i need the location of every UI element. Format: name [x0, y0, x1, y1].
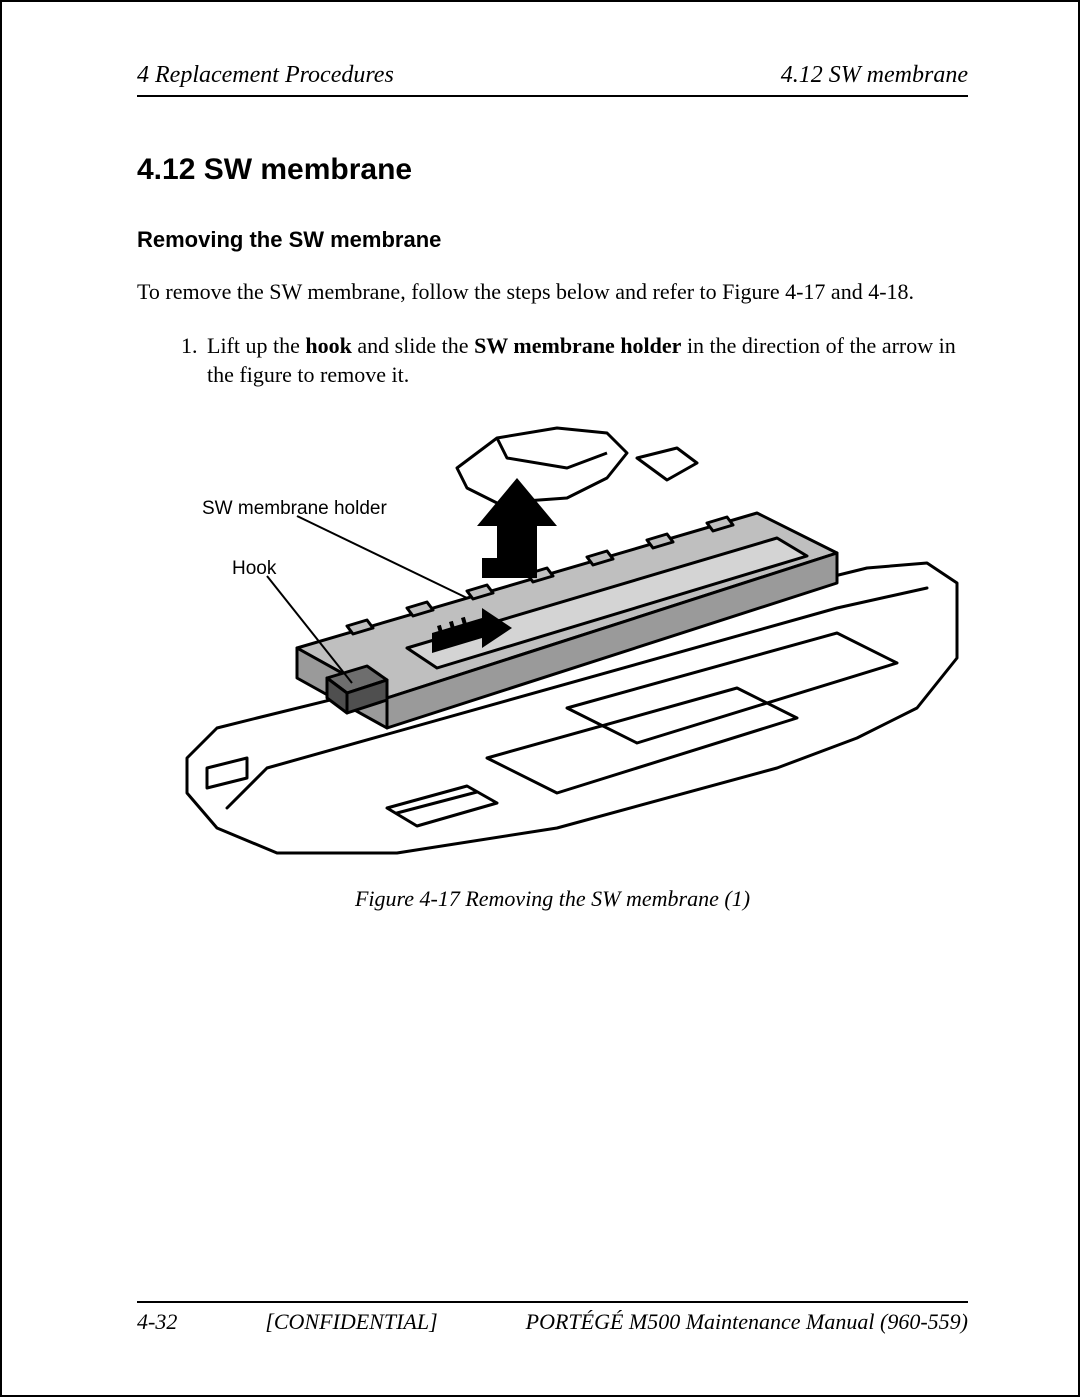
page-header: 4 Replacement Procedures 4.12 SW membran… [137, 62, 968, 97]
step-1: Lift up the hook and slide the SW membra… [203, 331, 968, 390]
intro-paragraph: To remove the SW membrane, follow the st… [137, 277, 968, 307]
section-title: 4.12 SW membrane [137, 153, 968, 187]
figure-caption: Figure 4-17 Removing the SW membrane (1) [137, 886, 968, 912]
header-right: 4.12 SW membrane [781, 62, 968, 89]
page-footer: 4-32 [CONFIDENTIAL] PORTÉGÉ M500 Mainten… [137, 1301, 968, 1335]
footer-confidential: [CONFIDENTIAL] [265, 1309, 437, 1335]
footer-page-number: 4-32 [137, 1309, 177, 1335]
subheading: Removing the SW membrane [137, 227, 968, 253]
footer-manual-ref: PORTÉGÉ M500 Maintenance Manual (960-559… [526, 1309, 968, 1335]
step-bold-hook: hook [305, 333, 351, 358]
page: 4 Replacement Procedures 4.12 SW membran… [0, 0, 1080, 1397]
step-text-mid: and slide the [352, 333, 474, 358]
step-text-pre: Lift up the [207, 333, 305, 358]
diagram-svg [137, 408, 967, 878]
figure-4-17: SW membrane holder Hook [137, 408, 968, 878]
header-left: 4 Replacement Procedures [137, 62, 394, 89]
step-bold-holder: SW membrane holder [474, 333, 681, 358]
step-list: Lift up the hook and slide the SW membra… [137, 331, 968, 390]
